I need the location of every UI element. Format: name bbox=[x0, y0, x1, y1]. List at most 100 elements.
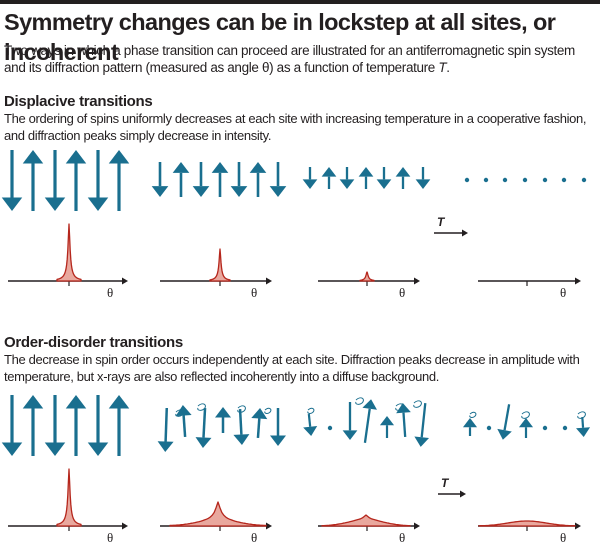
spin-shaft bbox=[581, 416, 585, 428]
spin-down-icon bbox=[195, 407, 212, 448]
spin-down-icon bbox=[1, 395, 23, 456]
spin-dot bbox=[542, 425, 548, 431]
spin-down-icon bbox=[339, 167, 355, 189]
theta-axis-label: θ bbox=[399, 530, 405, 543]
precession-curl bbox=[237, 405, 246, 413]
spin-head bbox=[395, 167, 411, 177]
spin-up-icon bbox=[215, 407, 231, 433]
spin-head bbox=[362, 399, 378, 410]
spin-head bbox=[87, 197, 109, 211]
spin-dot bbox=[464, 177, 470, 183]
diffuse-diffraction-peak bbox=[321, 514, 411, 527]
spin-up-icon bbox=[22, 150, 44, 211]
spin-head bbox=[192, 186, 210, 197]
theta-axis-label: θ bbox=[560, 285, 566, 300]
theta-axis-arrowhead bbox=[122, 277, 128, 285]
spin-dot bbox=[486, 425, 492, 431]
figure-title: Symmetry changes can be in lockstep at a… bbox=[4, 9, 556, 65]
spin-head bbox=[22, 395, 44, 409]
spin-up-icon bbox=[358, 167, 374, 189]
spin-down-icon bbox=[233, 408, 250, 445]
spin-head bbox=[302, 179, 318, 189]
precession-curl bbox=[577, 411, 586, 419]
temperature-label: T bbox=[441, 476, 450, 490]
spin-down-icon bbox=[303, 413, 318, 436]
spin-up-icon bbox=[251, 408, 268, 439]
spin-head bbox=[215, 407, 231, 418]
diffraction-peak bbox=[56, 223, 82, 282]
spin-up-icon bbox=[395, 167, 411, 189]
spin-down-icon bbox=[376, 167, 392, 189]
intro-text-b: . bbox=[446, 60, 450, 75]
temperature-arrow-head bbox=[460, 490, 466, 498]
diffraction-peak bbox=[209, 248, 231, 282]
spin-down-icon bbox=[269, 162, 287, 197]
diffraction-peak bbox=[56, 468, 82, 527]
spin-head bbox=[358, 167, 374, 177]
spin-shaft bbox=[182, 415, 187, 438]
spin-head bbox=[415, 179, 431, 189]
spin-down-icon bbox=[415, 167, 431, 189]
spin-shaft bbox=[202, 407, 207, 438]
spin-up-icon bbox=[396, 403, 411, 438]
spin-head bbox=[22, 150, 44, 164]
spin-down-icon bbox=[44, 150, 66, 211]
spin-down-icon bbox=[87, 395, 109, 456]
spin-shaft bbox=[238, 408, 243, 435]
spin-dot bbox=[483, 177, 489, 183]
spin-head bbox=[379, 416, 395, 426]
precession-curl bbox=[413, 400, 422, 408]
precession-curl bbox=[175, 409, 184, 417]
spin-head bbox=[44, 197, 66, 211]
diffuse-background bbox=[478, 520, 576, 527]
spin-head bbox=[576, 427, 591, 437]
theta-axis-label: θ bbox=[560, 530, 566, 543]
spin-head bbox=[342, 430, 358, 440]
spin-dot bbox=[502, 177, 508, 183]
spin-dot bbox=[327, 425, 333, 431]
spin-head bbox=[303, 426, 318, 436]
precession-curl bbox=[355, 397, 364, 405]
spin-up-icon bbox=[108, 150, 130, 211]
spin-up-icon bbox=[175, 405, 192, 438]
spin-down-icon bbox=[157, 407, 174, 452]
spin-head bbox=[339, 179, 355, 189]
theta-axis-label: θ bbox=[107, 530, 113, 543]
spin-up-icon bbox=[65, 395, 87, 456]
intro-text: Two ways in which a phase transition can… bbox=[4, 42, 596, 76]
theta-axis-arrowhead bbox=[122, 522, 128, 530]
order-disorder-heading: Order-disorder transitions bbox=[4, 334, 183, 351]
spin-head bbox=[270, 435, 286, 446]
spin-head bbox=[230, 186, 248, 197]
spin-head bbox=[249, 162, 267, 173]
precession-curl bbox=[307, 407, 315, 414]
spin-up-icon bbox=[321, 167, 337, 189]
spin-head bbox=[44, 442, 66, 456]
spin-head bbox=[65, 150, 87, 164]
spin-up-icon bbox=[518, 418, 534, 438]
theta-axis-arrowhead bbox=[575, 277, 581, 285]
spin-dot bbox=[562, 425, 568, 431]
spin-dot bbox=[581, 177, 587, 183]
precession-curl bbox=[469, 411, 477, 418]
top-rule bbox=[0, 0, 600, 4]
spin-shaft bbox=[363, 408, 371, 443]
spin-up-icon bbox=[22, 395, 44, 456]
precession-curl bbox=[197, 403, 206, 411]
spin-up-icon bbox=[362, 399, 378, 443]
spin-dot bbox=[542, 177, 548, 183]
spin-shaft bbox=[256, 418, 261, 439]
spin-shaft bbox=[420, 403, 427, 438]
spin-shaft bbox=[503, 404, 511, 431]
spin-down-icon bbox=[44, 395, 66, 456]
spin-down-icon bbox=[342, 402, 358, 440]
spin-head bbox=[172, 162, 190, 173]
intro-text-a: Two ways in which a phase transition can… bbox=[4, 43, 575, 75]
spin-up-icon bbox=[172, 162, 190, 197]
diffuse-diffraction-peak bbox=[169, 501, 267, 527]
spin-head bbox=[269, 186, 287, 197]
spin-down-icon bbox=[192, 162, 210, 197]
